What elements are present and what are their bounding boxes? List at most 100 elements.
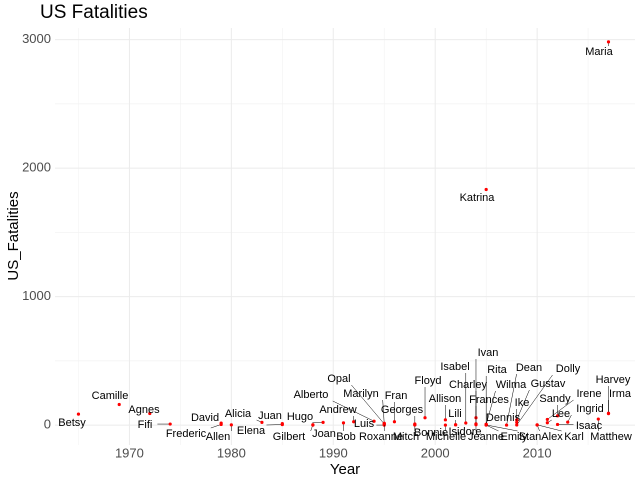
point-label: Wilma bbox=[496, 379, 527, 391]
point-label: Harvey bbox=[596, 374, 631, 386]
point-label: Dennis bbox=[486, 412, 521, 424]
point-label: Elena bbox=[237, 425, 266, 437]
point-label: Sandy bbox=[539, 393, 571, 405]
leader-line bbox=[210, 424, 222, 429]
y-tick-label: 1000 bbox=[22, 288, 51, 303]
point-label: Katrina bbox=[460, 192, 496, 204]
point bbox=[596, 417, 600, 421]
leader-line bbox=[351, 384, 385, 425]
point-label: Irene bbox=[576, 388, 601, 400]
x-tick-label: 2000 bbox=[421, 445, 450, 460]
point-label: Karl bbox=[564, 431, 584, 443]
point bbox=[372, 419, 376, 423]
point-label: Camille bbox=[92, 390, 129, 402]
point bbox=[148, 411, 152, 416]
point-label: Isaac bbox=[576, 420, 603, 432]
point-label: Lili bbox=[448, 408, 461, 420]
point-label: Frances bbox=[469, 394, 509, 406]
point bbox=[484, 423, 488, 427]
point-label: Fran bbox=[385, 390, 408, 402]
point-label: Agnes bbox=[128, 404, 160, 416]
point bbox=[117, 402, 121, 407]
point-label: Bonnie bbox=[414, 427, 448, 439]
point bbox=[321, 420, 325, 424]
point-label: Roxanne bbox=[359, 431, 403, 443]
point bbox=[474, 423, 478, 427]
point-label: Ivan bbox=[478, 347, 499, 359]
point-label: Dean bbox=[516, 362, 542, 374]
point-label: Alex bbox=[541, 431, 563, 443]
point bbox=[504, 423, 509, 427]
point-label: Stan bbox=[519, 431, 542, 443]
point bbox=[382, 421, 386, 425]
point-label: Irma bbox=[609, 388, 632, 400]
point-label: Michelle bbox=[426, 431, 466, 443]
point-label: Allen bbox=[206, 431, 230, 443]
point-label: Isabel bbox=[440, 361, 469, 373]
chart-title: US Fatalities bbox=[40, 2, 148, 23]
x-tick-label: 1990 bbox=[319, 445, 348, 460]
point bbox=[352, 420, 356, 424]
point-label: Hugo bbox=[287, 411, 313, 423]
leader-line bbox=[547, 399, 574, 420]
point bbox=[515, 420, 519, 424]
x-tick-label: 1970 bbox=[115, 445, 144, 460]
point bbox=[219, 421, 223, 425]
point bbox=[229, 423, 233, 427]
point-label: Ingrid bbox=[576, 403, 604, 415]
point-label: Joan bbox=[312, 428, 336, 440]
point-label: David bbox=[191, 412, 219, 424]
point bbox=[443, 418, 448, 422]
point-label: Dolly bbox=[556, 363, 581, 375]
point-label: Allison bbox=[429, 393, 461, 405]
point bbox=[311, 423, 315, 427]
point bbox=[423, 416, 427, 420]
x-axis-label: Year bbox=[330, 461, 360, 478]
point-label: Rita bbox=[487, 364, 507, 376]
point-label: Andrew bbox=[319, 404, 356, 416]
point-label: Charley bbox=[449, 379, 487, 391]
point-label: Alberto bbox=[294, 389, 329, 401]
point bbox=[464, 421, 468, 425]
point-label: Matthew bbox=[590, 431, 632, 443]
point-label: Marilyn bbox=[343, 388, 378, 400]
leader-line bbox=[485, 390, 496, 425]
point bbox=[168, 422, 172, 426]
point bbox=[606, 40, 611, 44]
x-tick-label: 1980 bbox=[217, 445, 246, 460]
point bbox=[555, 422, 560, 427]
point-label: Isidore bbox=[448, 426, 481, 438]
leader-line bbox=[382, 399, 385, 425]
point-label: Gustav bbox=[531, 378, 566, 390]
point bbox=[515, 423, 519, 427]
point-label: Fifi bbox=[138, 419, 153, 431]
point bbox=[413, 423, 417, 427]
point bbox=[280, 421, 284, 426]
point-label: Betsy bbox=[58, 417, 86, 429]
point-label: Gilbert bbox=[273, 431, 305, 443]
point bbox=[606, 411, 611, 415]
point bbox=[545, 421, 549, 425]
point bbox=[566, 420, 570, 424]
point-label: Floyd bbox=[415, 375, 442, 387]
leader-line bbox=[516, 389, 530, 420]
point-label: Frederic bbox=[166, 428, 207, 440]
leader-line bbox=[486, 424, 499, 432]
y-tick-label: 2000 bbox=[22, 160, 51, 175]
y-axis-label: US_Fatalities bbox=[5, 191, 22, 280]
point bbox=[535, 423, 539, 427]
point bbox=[76, 412, 81, 416]
y-tick-label: 3000 bbox=[22, 31, 51, 46]
point-label: Opal bbox=[327, 373, 350, 385]
point bbox=[392, 420, 397, 424]
point bbox=[484, 187, 488, 192]
point-label: Maria bbox=[585, 46, 613, 58]
point bbox=[555, 414, 560, 418]
leader-line bbox=[486, 424, 518, 432]
point-label: Jeanne bbox=[468, 431, 504, 443]
x-tick-label: 2010 bbox=[523, 445, 552, 460]
leader-line bbox=[516, 374, 553, 426]
point bbox=[545, 417, 549, 422]
point bbox=[260, 420, 264, 424]
